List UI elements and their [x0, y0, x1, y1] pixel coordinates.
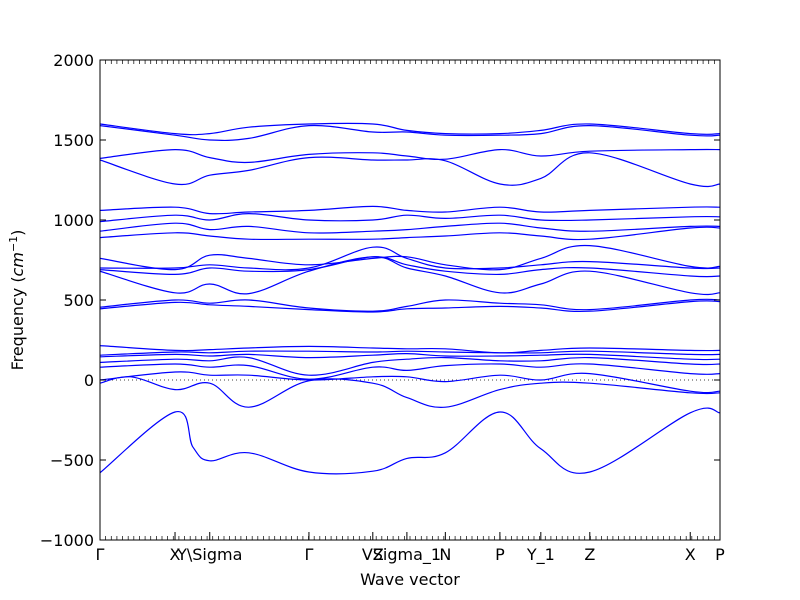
band-line-8 — [100, 345, 720, 354]
band-line-11 — [100, 256, 720, 296]
band-line-4 — [100, 363, 720, 380]
band-line-15 — [100, 226, 720, 241]
band-line-20 — [100, 148, 720, 164]
y-tick-label: −1000 — [40, 531, 94, 550]
plot-frame — [99, 59, 721, 541]
x-tick-label: VZ — [362, 545, 384, 564]
series-layer — [100, 122, 720, 475]
band-line-13 — [100, 246, 720, 271]
x-tick-label: Z — [584, 545, 595, 564]
x-tick-label: Y_1 — [526, 545, 555, 565]
band-line-2 — [100, 376, 720, 408]
band-line-16 — [100, 222, 720, 234]
band-line-3 — [100, 371, 720, 394]
band-line-19 — [100, 152, 720, 188]
band-line-9 — [100, 300, 720, 313]
x-tick-label: Γ — [304, 545, 313, 564]
x-tick-label: P — [495, 545, 505, 564]
band-line-10 — [100, 298, 720, 312]
band-line-14 — [100, 244, 720, 271]
x-tick-label: X — [685, 545, 696, 564]
band-line-12 — [100, 256, 720, 278]
x-axis-label: Wave vector — [360, 570, 460, 589]
y-tick-label: 1500 — [53, 131, 94, 150]
y-tick-label: 1000 — [53, 211, 94, 230]
x-tick-label: X — [170, 545, 181, 564]
x-tick-label: Γ — [96, 545, 105, 564]
band-line-17 — [100, 212, 720, 223]
band-line-22 — [100, 124, 720, 142]
y-axis-label: Frequency (cm−1) — [7, 230, 28, 371]
y-tick-label: 0 — [84, 371, 94, 390]
x-tick-label: P — [715, 545, 725, 564]
y-axis-label-close: ) — [8, 230, 27, 236]
band-line-5 — [100, 356, 720, 376]
y-axis-label-exponent: −1 — [7, 236, 20, 252]
band-line-6 — [100, 352, 720, 361]
x-tick-label: Y\Sigma — [176, 545, 242, 564]
band-line-1 — [100, 407, 720, 475]
band-line-21 — [100, 122, 720, 136]
y-axis-label-unit: cm — [8, 252, 27, 276]
band-line-18 — [100, 205, 720, 215]
band-line-7 — [100, 350, 720, 356]
x-tick-label: N — [439, 545, 451, 564]
y-tick-label: 2000 — [53, 51, 94, 70]
y-tick-label: −500 — [50, 451, 94, 470]
x-tick-label: Sigma_1 — [373, 545, 441, 565]
y-tick-label: 500 — [63, 291, 94, 310]
y-axis-label-text: Frequency ( — [8, 276, 27, 370]
